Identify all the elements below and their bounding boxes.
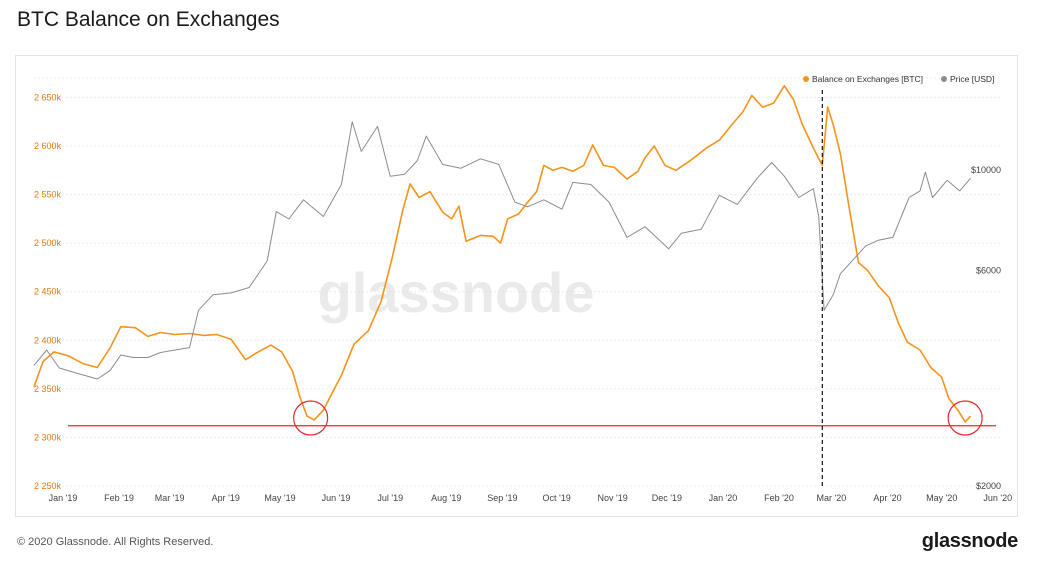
x-tick-label: Apr '20 xyxy=(873,493,901,503)
x-tick-label: Mar '20 xyxy=(817,493,847,503)
x-tick-label: Dec '19 xyxy=(652,493,682,503)
y-left-tick-label: 2 450k xyxy=(34,287,62,297)
chart-svg: 2 250k 2 300k 2 350k 2 400k 2 450k 2 500k 2 55… xyxy=(33,74,1012,503)
x-tick-label: May '20 xyxy=(926,493,957,503)
highlight-circle xyxy=(947,400,983,436)
y-right-tick-label: $10000 xyxy=(971,165,1001,175)
y-left-tick-label: 2 650k xyxy=(34,92,62,102)
legend-label-price: Price [USD] xyxy=(950,74,994,84)
series-line-price xyxy=(33,121,971,380)
y-right-tick-label: $6000 xyxy=(976,265,1001,275)
x-tick-label: Nov '19 xyxy=(598,493,628,503)
x-tick-label: Sep '19 xyxy=(487,493,517,503)
x-tick-label: Feb '19 xyxy=(104,493,134,503)
footer-logo[interactable]: glassnode xyxy=(921,530,1019,552)
y-left-tick-label: 2 300k xyxy=(34,432,62,442)
y-left-tick-label: 2 350k xyxy=(34,384,62,394)
x-tick-label: Jun '19 xyxy=(322,493,351,503)
x-tick-label: Jan '19 xyxy=(49,493,78,503)
x-tick-label: Mar '19 xyxy=(155,493,185,503)
legend-marker-balance xyxy=(803,76,809,82)
legend-marker-price xyxy=(941,76,947,82)
x-tick-label: Jan '20 xyxy=(709,493,738,503)
y-right-tick-label: $2000 xyxy=(976,481,1001,491)
y-left-tick-label: 2 550k xyxy=(34,190,62,200)
legend-label-balance: Balance on Exchanges [BTC] xyxy=(812,74,923,84)
x-tick-label: Jun '20 xyxy=(983,493,1012,503)
x-tick-label: Jul '19 xyxy=(377,493,403,503)
x-tick-label: Apr '19 xyxy=(212,493,240,503)
y-left-tick-label: 2 500k xyxy=(34,238,62,248)
y-left-tick-label: 2 250k xyxy=(34,481,62,491)
x-tick-label: Oct '19 xyxy=(542,493,570,503)
x-tick-label: Aug '19 xyxy=(431,493,461,503)
watermark-text: glassnode xyxy=(318,261,595,324)
page-title: BTC Balance on Exchanges xyxy=(17,8,280,31)
y-left-tick-label: 2 400k xyxy=(34,335,62,345)
y-left-tick-label: 2 600k xyxy=(34,141,62,151)
chart-panel: 2 250k 2 300k 2 350k 2 400k 2 450k 2 500k 2 55… xyxy=(15,55,1018,517)
copyright-text: © 2020 Glassnode. All Rights Reserved. xyxy=(17,536,214,548)
highlight-circle xyxy=(293,400,329,436)
x-tick-label: Feb '20 xyxy=(764,493,794,503)
x-tick-label: May '19 xyxy=(264,493,295,503)
series-line-balance xyxy=(33,85,972,423)
